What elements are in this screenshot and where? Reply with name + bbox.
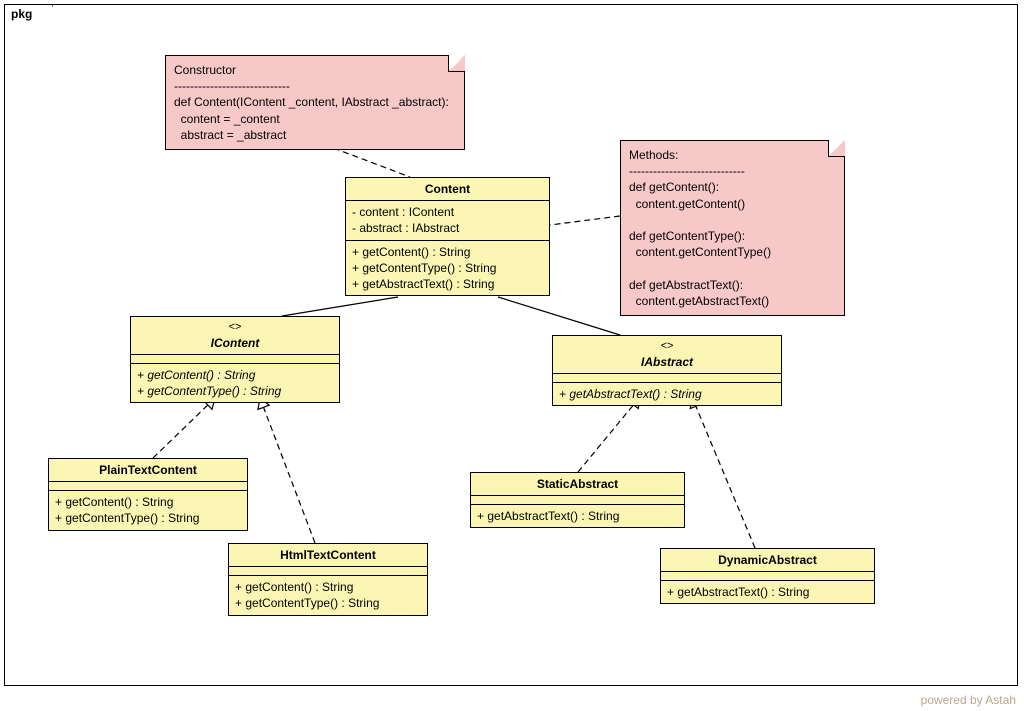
class-title: StaticAbstract <box>471 473 684 495</box>
class-title: <>IAbstract <box>553 336 781 373</box>
class-attributes: - content : IContent- abstract : IAbstra… <box>346 200 549 239</box>
class-attributes <box>661 571 874 580</box>
class-title: <>IContent <box>131 317 339 354</box>
note-methods: Methods: ----------------------------- d… <box>620 140 845 316</box>
class-htmltext: HtmlTextContent + getContent() : String+… <box>228 543 428 616</box>
class-attributes <box>229 566 427 575</box>
class-operations: + getContent() : String+ getContentType(… <box>229 575 427 614</box>
class-attributes <box>553 373 781 382</box>
class-operations: + getAbstractText() : String <box>661 580 874 603</box>
class-attributes <box>471 495 684 504</box>
class-operations: + getContent() : String+ getContentType(… <box>346 240 549 296</box>
footer-credit: powered by Astah <box>921 693 1016 707</box>
class-operations: + getContent() : String+ getContentType(… <box>131 363 339 402</box>
class-operations: + getAbstractText() : String <box>553 382 781 405</box>
package-label: pkg <box>4 4 53 23</box>
class-attributes <box>131 354 339 363</box>
class-title: Content <box>346 178 549 200</box>
class-title: PlainTextContent <box>49 459 247 481</box>
class-operations: + getContent() : String+ getContentType(… <box>49 490 247 529</box>
class-operations: + getAbstractText() : String <box>471 504 684 527</box>
class-dynamicabs: DynamicAbstract + getAbstractText() : St… <box>660 548 875 604</box>
note-constructor: Constructor ----------------------------… <box>165 55 465 150</box>
class-title: HtmlTextContent <box>229 544 427 566</box>
class-staticabs: StaticAbstract + getAbstractText() : Str… <box>470 472 685 528</box>
class-iabstract: <>IAbstract + getAbstractText() : String <box>552 335 782 406</box>
class-title: DynamicAbstract <box>661 549 874 571</box>
class-attributes <box>49 481 247 490</box>
class-icontent: <>IContent + getContent() : String+ getC… <box>130 316 340 403</box>
class-content: Content- content : IContent- abstract : … <box>345 177 550 296</box>
class-plaintext: PlainTextContent + getContent() : String… <box>48 458 248 531</box>
note-text: Constructor ----------------------------… <box>174 62 456 143</box>
note-text: Methods: ----------------------------- d… <box>629 147 836 309</box>
